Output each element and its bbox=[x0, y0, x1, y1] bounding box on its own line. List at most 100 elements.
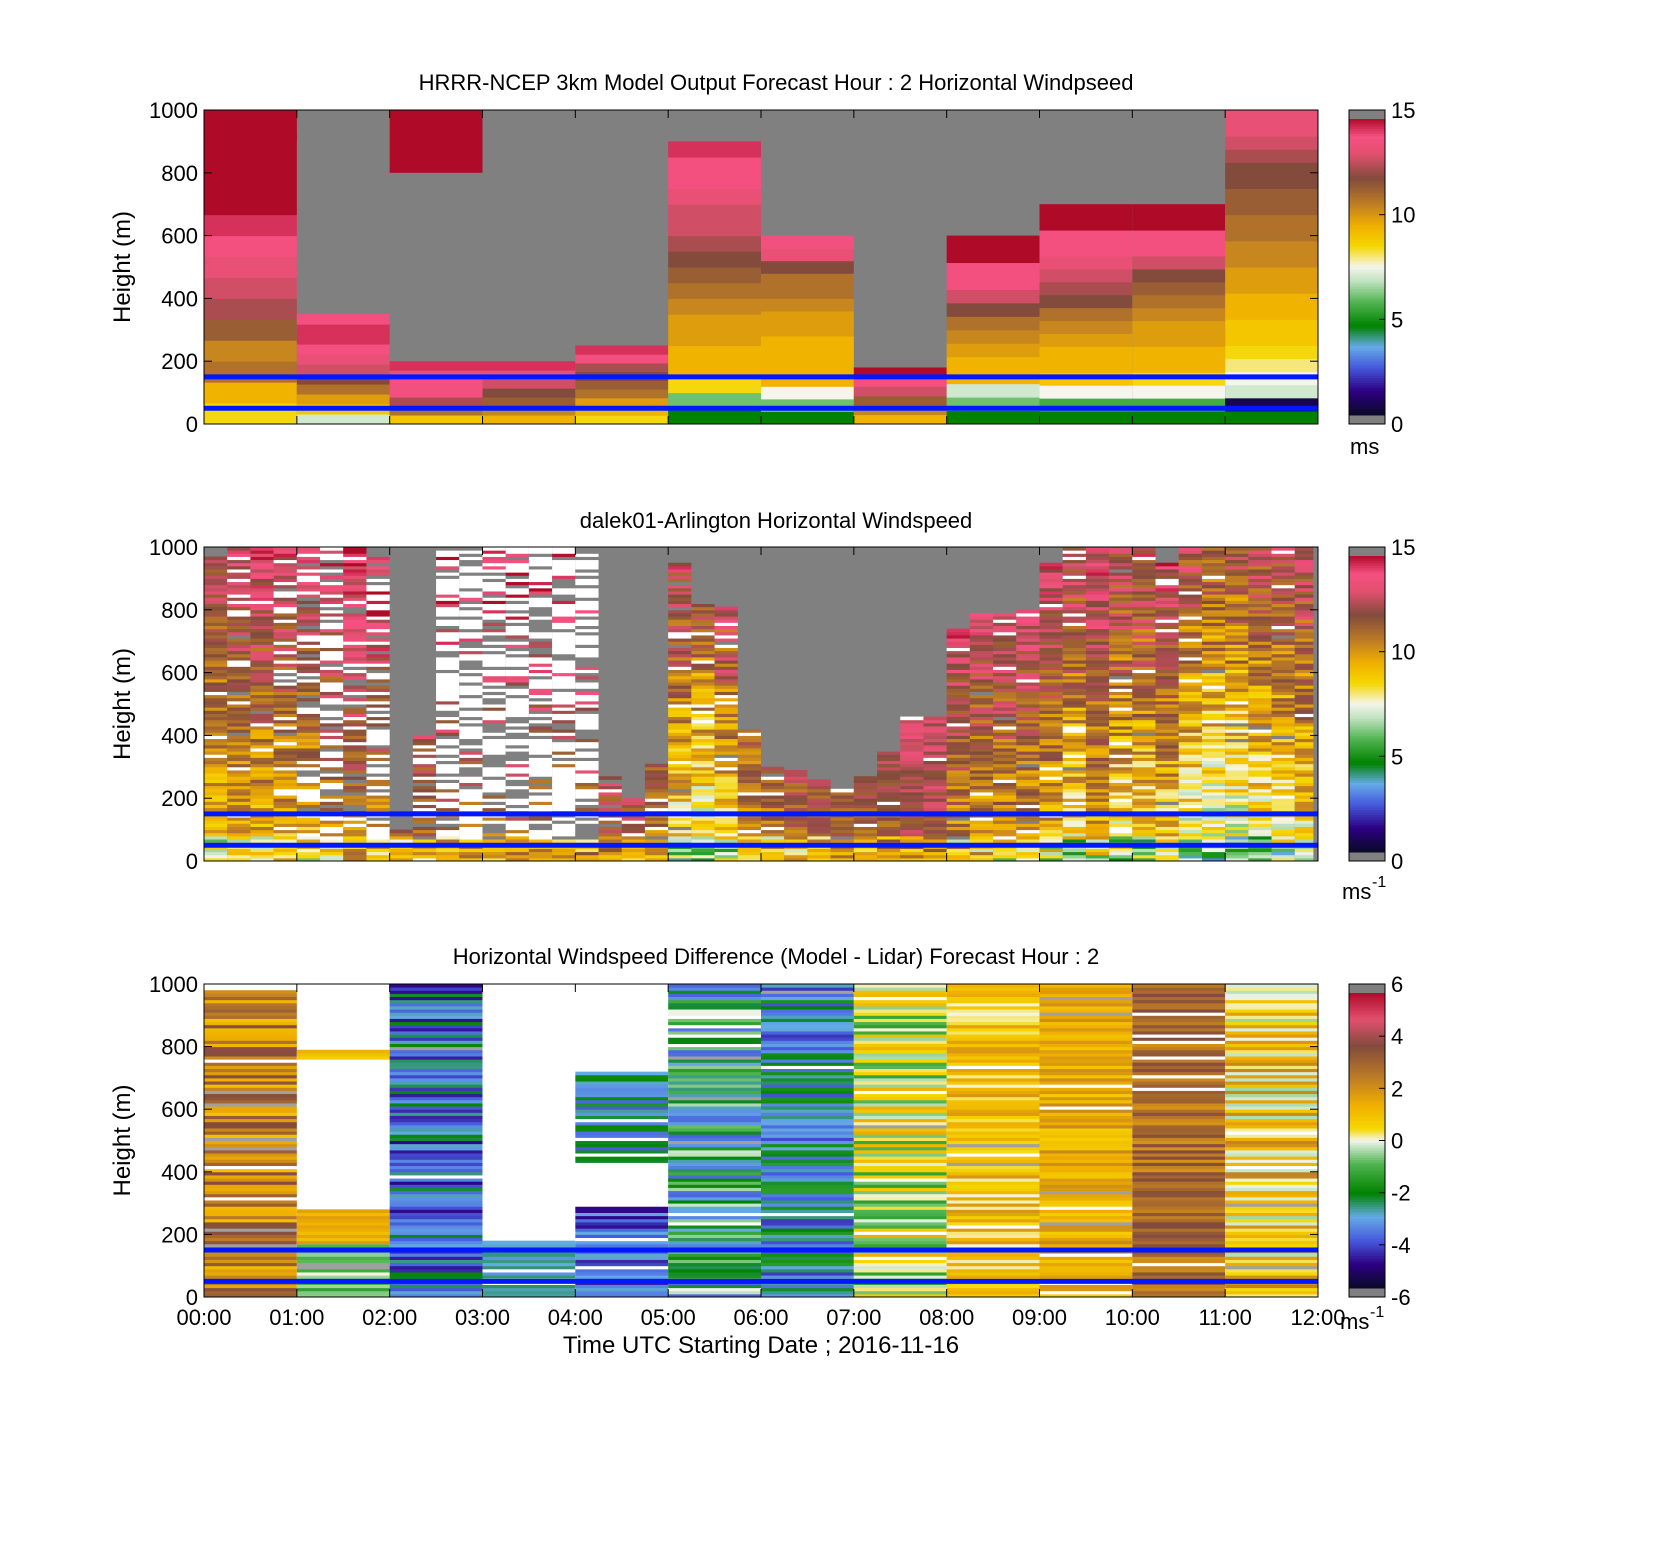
heatmap-cell bbox=[204, 193, 297, 216]
lidar-column bbox=[366, 553, 390, 862]
heatmap-cell bbox=[343, 795, 367, 799]
y-tick-label: 400 bbox=[161, 723, 198, 748]
heatmap-cell bbox=[761, 1290, 854, 1295]
heatmap-cell bbox=[993, 820, 1017, 824]
heatmap-cell bbox=[946, 1187, 1040, 1192]
heatmap-cell bbox=[946, 1231, 1040, 1235]
heatmap-cell bbox=[668, 392, 761, 409]
heatmap-cell bbox=[1248, 760, 1272, 765]
heatmap-cell bbox=[1062, 669, 1086, 674]
heatmap-cell bbox=[505, 553, 529, 557]
heatmap-cell bbox=[575, 839, 599, 843]
heatmap-cell bbox=[552, 707, 576, 711]
heatmap-cell bbox=[1225, 791, 1249, 796]
heatmap-cell bbox=[1201, 851, 1226, 856]
heatmap-cell bbox=[1085, 779, 1110, 783]
heatmap-cell bbox=[204, 612, 228, 617]
heatmap-cell bbox=[1271, 641, 1295, 645]
heatmap-cell bbox=[668, 1084, 761, 1088]
heatmap-cell bbox=[1271, 848, 1295, 853]
heatmap-cell bbox=[1062, 556, 1086, 561]
heatmap-cell bbox=[668, 1112, 761, 1116]
colorbar-cell bbox=[1349, 560, 1385, 564]
heatmap-cell bbox=[320, 848, 344, 853]
lidar-column bbox=[1294, 547, 1314, 862]
heatmap-cell bbox=[668, 653, 692, 658]
heatmap-cell bbox=[204, 1090, 297, 1095]
heatmap-cell bbox=[204, 741, 228, 746]
heatmap-cell bbox=[1039, 587, 1063, 592]
heatmap-cell bbox=[1039, 622, 1063, 626]
heatmap-cell bbox=[575, 1146, 669, 1151]
heatmap-cell bbox=[1248, 785, 1272, 790]
heatmap-cell bbox=[1155, 669, 1179, 674]
colorbar-unit: ms bbox=[1342, 879, 1371, 904]
heatmap-cell bbox=[250, 713, 274, 718]
heatmap-cell bbox=[761, 1034, 854, 1038]
heatmap-cell bbox=[1248, 612, 1272, 617]
heatmap-cell bbox=[273, 757, 297, 762]
heatmap-cell bbox=[598, 826, 622, 831]
heatmap-cell bbox=[946, 383, 1040, 398]
heatmap-cell bbox=[1225, 581, 1249, 586]
heatmap-cell bbox=[900, 795, 924, 799]
heatmap-cell bbox=[273, 688, 297, 692]
heatmap-cell bbox=[227, 590, 251, 595]
heatmap-cell bbox=[668, 848, 692, 853]
heatmap-cell bbox=[389, 1149, 483, 1154]
lidar-column bbox=[853, 776, 878, 862]
heatmap-cell bbox=[1132, 672, 1156, 677]
colorbar-cell bbox=[1349, 331, 1385, 335]
heatmap-cell bbox=[204, 996, 297, 1001]
heatmap-cell bbox=[343, 647, 367, 652]
heatmap-cell bbox=[1178, 779, 1202, 783]
heatmap-cell bbox=[459, 857, 483, 862]
heatmap-cell bbox=[1248, 678, 1272, 683]
heatmap-cell bbox=[761, 848, 785, 853]
heatmap-cell bbox=[1062, 619, 1086, 623]
heatmap-cell bbox=[1132, 653, 1156, 658]
heatmap-cell bbox=[1155, 801, 1179, 805]
heatmap-cell bbox=[714, 678, 738, 683]
heatmap-cell bbox=[1132, 807, 1156, 812]
heatmap-cell bbox=[459, 572, 483, 576]
heatmap-cell bbox=[436, 832, 460, 837]
heatmap-cell bbox=[1294, 660, 1314, 664]
colorbar-cell bbox=[1349, 382, 1385, 386]
heatmap-cell bbox=[668, 725, 692, 730]
lidar-column bbox=[830, 788, 854, 862]
heatmap-cell bbox=[1016, 722, 1040, 727]
heatmap-cell bbox=[946, 638, 970, 642]
heatmap-cell bbox=[1109, 807, 1133, 812]
heatmap-cell bbox=[714, 766, 738, 771]
heatmap-cell bbox=[946, 1106, 1040, 1110]
heatmap-cell bbox=[761, 1024, 854, 1029]
heatmap-cell bbox=[853, 1162, 947, 1167]
heatmap-cell bbox=[204, 1193, 297, 1198]
colorbar-cell bbox=[1349, 575, 1385, 579]
heatmap-cell bbox=[575, 1093, 669, 1098]
heatmap-cell bbox=[343, 682, 367, 686]
heatmap-cell bbox=[946, 1271, 1040, 1276]
heatmap-cell bbox=[1016, 732, 1040, 736]
heatmap-cell bbox=[1132, 663, 1156, 667]
heatmap-cell bbox=[552, 854, 576, 859]
heatmap-cell bbox=[482, 857, 506, 862]
heatmap-cell bbox=[250, 769, 274, 774]
heatmap-cell bbox=[1225, 622, 1249, 626]
heatmap-cell bbox=[668, 1174, 761, 1179]
heatmap-cell bbox=[1248, 606, 1272, 611]
heatmap-cell bbox=[1039, 609, 1063, 614]
heatmap-cell bbox=[366, 660, 390, 664]
colorbar-cell bbox=[1349, 304, 1385, 307]
heatmap-cell bbox=[273, 603, 297, 608]
heatmap-cell bbox=[389, 1124, 483, 1129]
heatmap-cell bbox=[668, 345, 761, 362]
heatmap-cell bbox=[528, 590, 553, 595]
heatmap-cell bbox=[528, 638, 553, 642]
heatmap-cell bbox=[1201, 603, 1226, 608]
heatmap-cell bbox=[853, 1096, 947, 1101]
heatmap-cell bbox=[923, 716, 947, 721]
heatmap-cell bbox=[204, 719, 228, 724]
colorbar-cell bbox=[1349, 178, 1385, 182]
